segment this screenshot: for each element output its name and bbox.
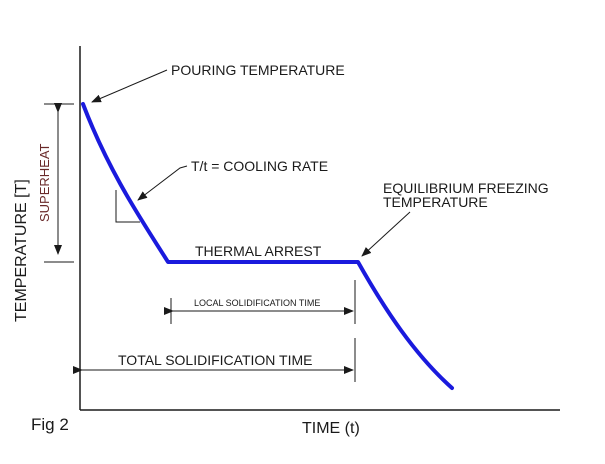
thermal-arrest-label: THERMAL ARREST xyxy=(195,243,322,259)
pouring-temperature-label: POURING TEMPERATURE xyxy=(171,62,345,78)
y-axis-label: TEMPERATURE [T] xyxy=(13,179,30,322)
figure-label: Fig 2 xyxy=(31,415,69,434)
local-solidification-time-label: LOCAL SOLIDIFICATION TIME xyxy=(194,298,320,308)
cooling-rate-leader xyxy=(137,165,188,201)
pouring-temperature-leader xyxy=(91,69,168,103)
equilibrium-freezing-label-line1: EQUILIBRIUM FREEZING xyxy=(383,180,549,196)
cooling-rate-label: T/t = COOLING RATE xyxy=(191,158,328,174)
x-axis-label: TIME (t) xyxy=(302,420,360,437)
total-solidification-time-label: TOTAL SOLIDIFICATION TIME xyxy=(118,352,312,368)
superheat-label: SUPERHEAT xyxy=(37,143,52,222)
equilibrium-freezing-leader xyxy=(361,211,411,257)
cooling-rate-triangle xyxy=(115,190,140,223)
cooling-curve xyxy=(81,102,454,390)
equilibrium-freezing-label-line2: TEMPERATURE xyxy=(383,194,488,210)
